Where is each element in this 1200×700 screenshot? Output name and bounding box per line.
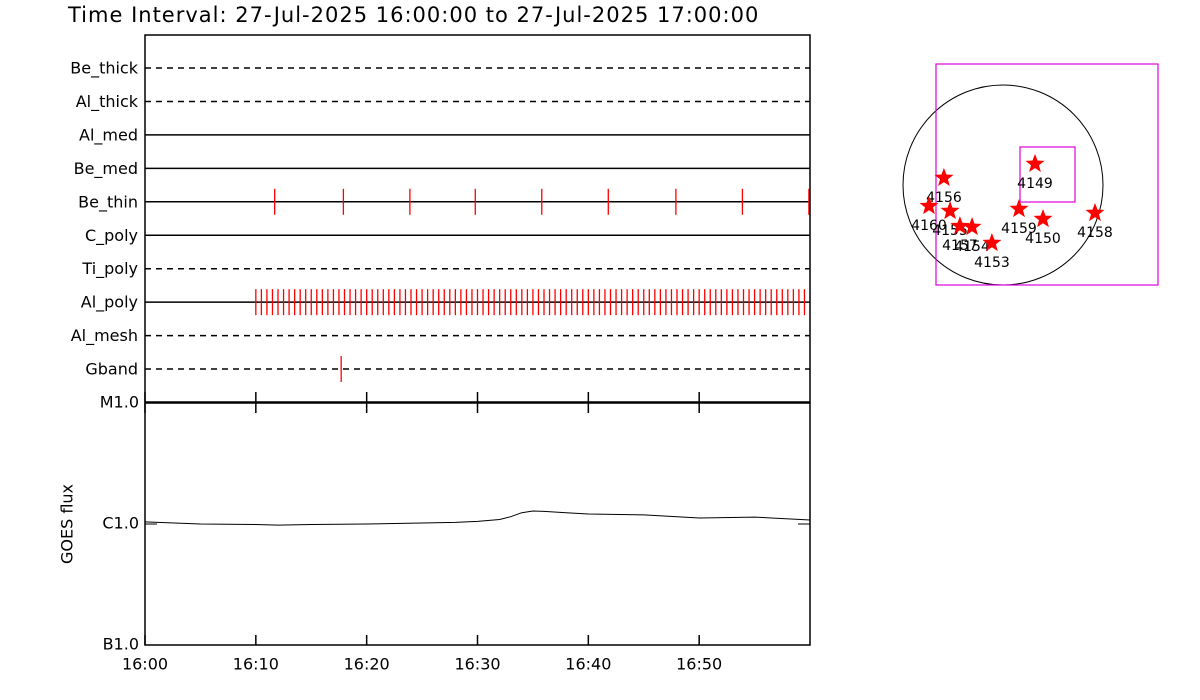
- filter-label: C_poly: [85, 226, 138, 246]
- y-tick-label: C1.0: [102, 514, 139, 533]
- filter-label: Al_poly: [81, 293, 138, 313]
- ar-star: [1009, 199, 1029, 218]
- y-axis-label: GOES flux: [58, 484, 77, 564]
- ar-star: [962, 217, 982, 236]
- filter-panel: [144, 34, 811, 403]
- filter-label: Al_mesh: [71, 326, 138, 346]
- filter-label: Al_med: [79, 125, 138, 145]
- y-tick-label: M1.0: [100, 393, 139, 412]
- ar-star: [982, 233, 1002, 252]
- filter-label: Al_thick: [76, 92, 139, 112]
- ar-label: 4149: [1017, 176, 1053, 192]
- goes-curve: [144, 510, 811, 526]
- x-tick-label: 16:50: [676, 655, 722, 674]
- y-tick-label: B1.0: [103, 635, 139, 654]
- filter-label: Ti_poly: [81, 259, 138, 279]
- ar-star: [940, 201, 960, 220]
- ar-star: [950, 216, 970, 235]
- ar-star: [1033, 209, 1053, 228]
- x-tick-label: 16:40: [565, 655, 611, 674]
- x-tick-label: 16:20: [344, 655, 390, 674]
- ar-label: 4156: [926, 190, 962, 206]
- ar-star: [934, 167, 954, 186]
- filter-label: Be_thin: [78, 192, 138, 212]
- ar-star: [919, 196, 939, 215]
- filter-label: Be_med: [74, 159, 138, 179]
- filter-label: Be_thick: [70, 59, 138, 79]
- fov-box: [1019, 146, 1076, 203]
- ar-label: 4150: [1025, 231, 1061, 247]
- ar-label: 4157: [942, 238, 978, 254]
- x-tick-label: 16:10: [233, 655, 279, 674]
- ar-label: 4158: [1077, 225, 1113, 241]
- ar-star: [1025, 153, 1045, 172]
- ar-star: [1085, 203, 1105, 222]
- x-tick-label: 16:30: [454, 655, 500, 674]
- x-tick-label: 16:00: [122, 655, 168, 674]
- ar-label: 4159: [1001, 221, 1037, 237]
- fov-box: [935, 63, 1159, 286]
- chart-title: Time Interval: 27-Jul-2025 16:00:00 to 2…: [67, 3, 759, 27]
- ar-label: 4153: [974, 255, 1010, 271]
- filter-label: Gband: [85, 360, 138, 379]
- ar-label: 4154: [954, 239, 990, 255]
- ar-label: 4160: [911, 218, 947, 234]
